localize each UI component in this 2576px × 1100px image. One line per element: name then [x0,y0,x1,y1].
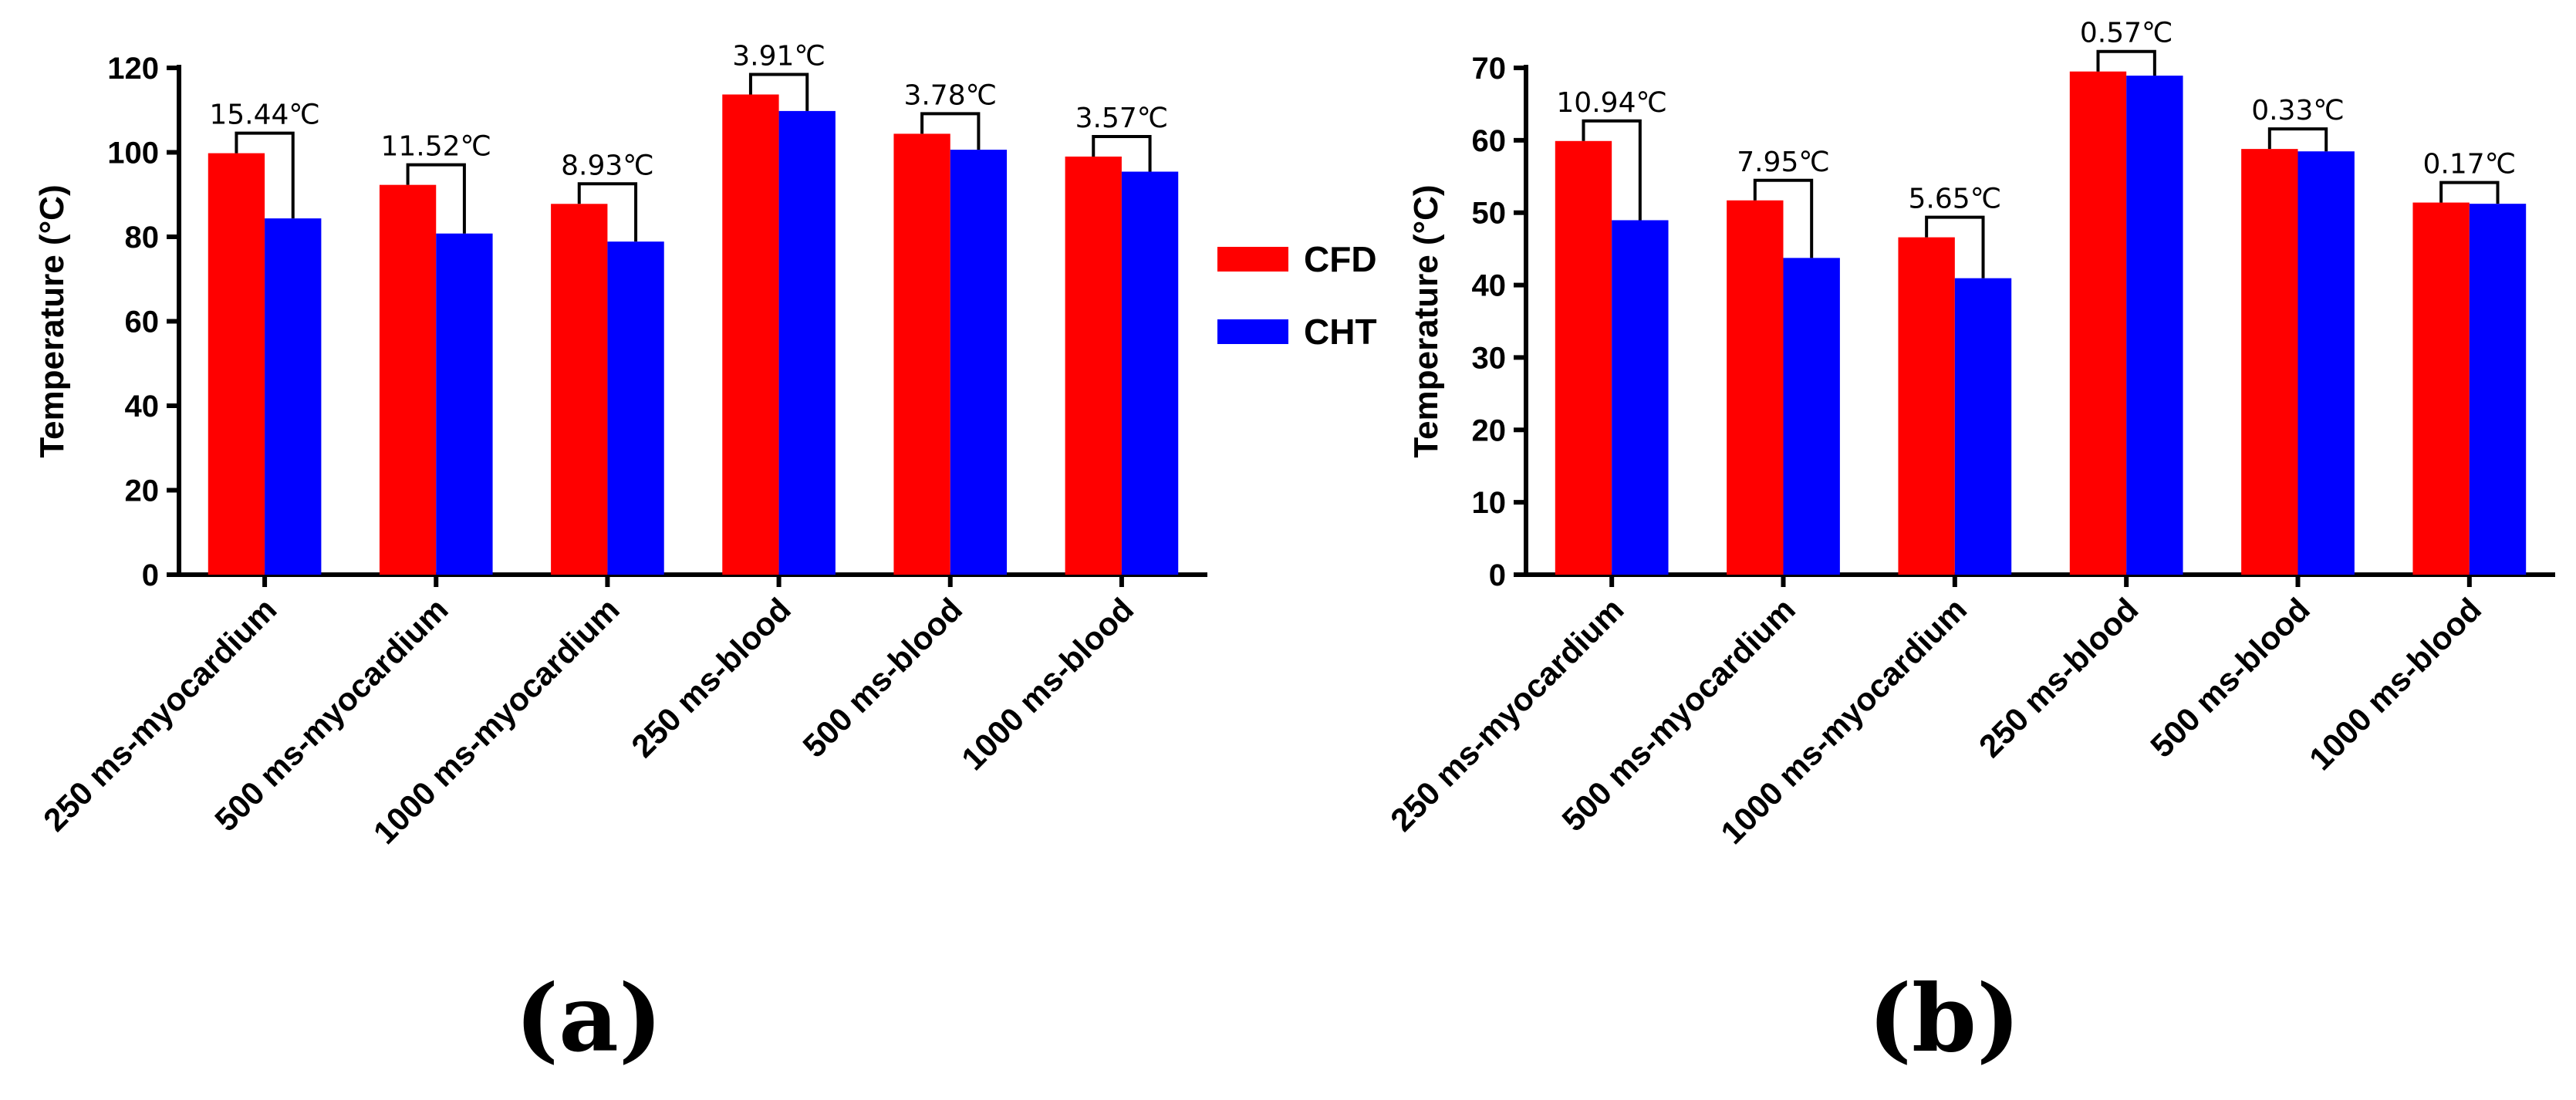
bar-cht [950,150,1008,575]
y-tick-label: 30 [1472,341,1507,375]
bar-cfd [2241,149,2298,575]
bar-cht [1612,220,1669,575]
legend-label-cfd: CFD [1304,239,1377,279]
y-tick-label: 40 [125,390,160,423]
bar-cht [1783,258,1840,575]
difference-label: 11.52℃ [381,131,492,163]
bar-cht [2297,151,2355,575]
y-tick-label: 80 [125,221,160,255]
y-tick-label: 20 [125,474,160,508]
y-tick-label: 120 [107,52,159,86]
bar-cfd [1898,237,1955,575]
bar-cht [2126,76,2183,575]
difference-label: 10.94℃ [1556,87,1667,119]
bar-cfd [2412,202,2470,575]
x-tick-label: 500 ms-blood [2143,591,2317,764]
bar-cfd [1555,140,1612,575]
difference-bracket [235,131,295,219]
bar-cht [436,233,493,575]
y-tick-label: 100 [107,137,159,170]
y-tick-label: 50 [1472,197,1507,231]
difference-bracket [2439,181,2500,204]
panel-b-chart: 0 10 20 30 40 50 60 70 Temperature (°C) 10.94℃ 250… [1383,18,2555,851]
x-tick-label: 250 ms-blood [1972,591,2146,764]
y-tick-label: 0 [142,558,159,592]
difference-bracket [2267,127,2328,152]
difference-bracket [920,112,981,150]
difference-label: 7.95℃ [1737,147,1830,178]
y-tick-label: 0 [1489,558,1506,592]
bar-cht [2469,204,2527,575]
difference-bracket [406,163,466,234]
bar-cht [1954,278,2012,575]
y-tick-label: 60 [125,305,160,339]
bar-cht [778,110,836,575]
bar-cfd [2069,71,2127,575]
bar-cfd [379,184,437,575]
bar-cfd [893,133,950,575]
legend: CFD CHT [1217,239,1377,352]
difference-label: 15.44℃ [209,100,320,131]
x-tick-label: 500 ms-blood [795,591,969,764]
difference-label: 0.57℃ [2080,18,2173,49]
difference-bracket [2096,49,2156,76]
panel-label-b: (b) [1868,964,2020,1073]
difference-bracket [577,182,638,242]
bar-cfd [208,153,265,575]
x-tick-label: 1000 ms-blood [2302,591,2488,777]
y-axis-title: Temperature (°C) [33,184,71,457]
y-tick-label: 70 [1472,52,1507,86]
difference-bracket [1753,178,1814,258]
bar-cfd [1727,200,1784,575]
legend-label-cht: CHT [1304,312,1377,352]
x-tick-label: 1000 ms-blood [954,591,1140,777]
bar-cfd [1065,156,1122,575]
bar-cfd [551,204,608,575]
difference-label: 3.78℃ [903,79,997,111]
difference-label: 0.17℃ [2423,149,2517,181]
difference-bracket [1925,215,1985,278]
panel-a-chart: 0 20 40 60 80 100 120 Temperature (°C) 15.44℃ 250… [33,40,1207,851]
bar-cht [607,241,664,575]
y-tick-label: 20 [1472,413,1507,447]
x-tick-label: 250 ms-blood [624,591,798,764]
difference-label: 3.57℃ [1075,103,1169,134]
difference-label: 8.93℃ [561,150,654,181]
y-tick-label: 60 [1472,124,1507,158]
y-axis-title: Temperature (°C) [1407,184,1445,457]
bar-cht [1121,171,1179,575]
difference-label: 3.91℃ [732,40,825,72]
bar-cfd [722,94,779,575]
difference-bracket [1092,134,1152,172]
y-tick-label: 40 [1472,269,1507,303]
difference-label: 0.33℃ [2251,95,2345,127]
difference-bracket [748,73,809,111]
bar-cht [265,218,322,575]
legend-swatch-cfd [1217,247,1288,272]
panel-label-a: (a) [515,964,662,1073]
difference-label: 5.65℃ [1909,184,2002,215]
y-tick-label: 10 [1472,486,1507,520]
legend-swatch-cht [1217,319,1288,344]
difference-bracket [1582,119,1642,221]
